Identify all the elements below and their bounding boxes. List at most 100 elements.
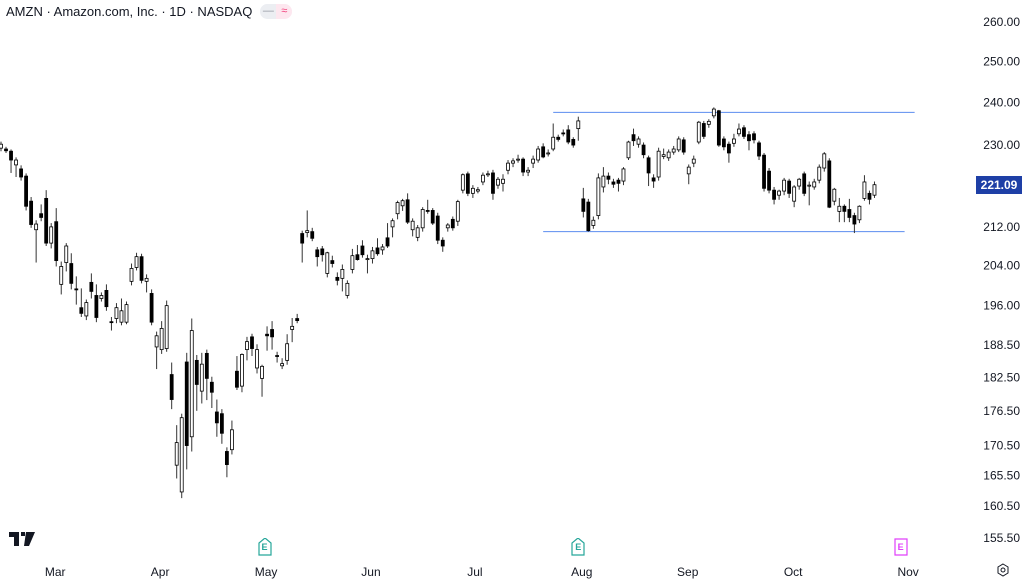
candle-body-up <box>154 335 159 348</box>
candle-body-up <box>671 148 676 153</box>
candle <box>184 352 189 470</box>
candle <box>787 178 792 198</box>
candle-body-down <box>681 139 686 153</box>
candle-body-up <box>676 138 681 151</box>
candle <box>154 331 159 370</box>
symbol-title[interactable]: AMZN · Amazon.com, Inc. · 1D · NASDAQ <box>6 4 253 19</box>
candle-body-up <box>14 159 18 166</box>
candle-body-down <box>646 157 651 174</box>
candle <box>305 210 310 238</box>
candle <box>49 223 54 249</box>
candle-body-up <box>400 200 405 207</box>
candle <box>827 158 832 209</box>
candle-body-up <box>159 328 164 351</box>
candle <box>260 364 264 397</box>
candle-body-up <box>144 277 149 282</box>
candle-body-down <box>29 200 34 225</box>
candle-body-down <box>295 318 300 322</box>
candle-body-down <box>69 263 74 284</box>
candle-body-up <box>536 148 541 161</box>
candle-body-down <box>355 254 360 261</box>
candle <box>531 155 536 169</box>
month-label-may: May <box>255 565 278 579</box>
candle-body-up <box>817 166 822 181</box>
candle <box>360 240 365 258</box>
indicator-pill[interactable]: — ≈ <box>260 4 293 19</box>
candle-body-down <box>556 136 561 140</box>
candle <box>144 274 149 293</box>
candle <box>691 155 696 168</box>
candle <box>24 173 29 211</box>
candle <box>435 212 440 245</box>
candle <box>194 354 199 411</box>
earnings-marker-icon[interactable]: E <box>893 538 908 556</box>
price-tick-label: 160.50 <box>983 499 1020 513</box>
time-axis[interactable]: Mar Apr May Jun Jul Aug Sep Oct Nov <box>45 565 919 579</box>
price-axis[interactable]: 260.00 250.00 240.00 230.00 212.00 204.00 196.… <box>983 15 1020 545</box>
candle-body-up <box>445 224 450 229</box>
candle <box>857 205 862 224</box>
candle-body-down <box>184 361 189 446</box>
candle <box>295 313 300 324</box>
candle <box>832 187 837 206</box>
candle-body-down <box>109 321 114 324</box>
candle <box>114 303 119 324</box>
candle <box>556 134 561 142</box>
candle-body-down <box>842 205 847 212</box>
candle-body-down <box>641 144 646 156</box>
candle <box>69 253 74 290</box>
candle-body-up <box>0 143 3 149</box>
candle-body-up <box>782 179 787 192</box>
candle-body-up <box>340 269 345 279</box>
candle <box>777 189 781 200</box>
candle <box>792 185 797 208</box>
candle <box>209 376 214 409</box>
candle <box>656 147 661 181</box>
candle <box>812 178 817 190</box>
candle-body-up <box>370 250 375 260</box>
pill-left[interactable]: — <box>260 4 277 19</box>
candle <box>460 173 465 194</box>
candle-body-up <box>661 154 666 157</box>
candle-body-up <box>475 189 480 192</box>
candle <box>164 300 169 352</box>
candle <box>280 358 285 370</box>
candle-body-down <box>852 215 857 225</box>
candle-body-down <box>847 209 852 218</box>
candle-body-down <box>521 158 525 173</box>
candle <box>380 244 385 255</box>
candle-body-up <box>179 417 184 493</box>
current-price-label: 221.09 <box>976 175 1022 194</box>
earnings-marker-icon[interactable]: E <box>257 537 272 556</box>
candle <box>767 168 771 194</box>
candle-body-up <box>486 173 490 176</box>
candle-body-down <box>74 288 79 291</box>
pill-right[interactable]: ≈ <box>276 4 293 19</box>
price-tick-label: 182.50 <box>983 370 1020 384</box>
month-label-nov: Nov <box>897 565 918 579</box>
candle <box>320 245 325 262</box>
candle-body-down <box>586 201 591 232</box>
candle <box>199 352 204 404</box>
candle-body-down <box>566 129 571 143</box>
candle <box>265 326 269 351</box>
candle <box>54 208 59 267</box>
candle <box>757 140 761 161</box>
candle-body-down <box>209 381 214 393</box>
candle-body-up <box>64 245 69 263</box>
candle-body-up <box>174 442 179 466</box>
candle-body-down <box>747 134 751 142</box>
candle-body-down <box>375 247 380 255</box>
candle <box>596 173 601 220</box>
earnings-marker-icon[interactable]: E <box>571 537 585 556</box>
candle <box>616 177 621 192</box>
candle-body-up <box>832 188 837 202</box>
settings-gear-icon[interactable] <box>996 563 1010 577</box>
candle-body-up <box>797 178 802 187</box>
candle-body-down <box>561 132 566 135</box>
tradingview-logo-icon[interactable] <box>9 532 35 546</box>
candle-body-up <box>837 205 842 212</box>
candle <box>636 136 641 148</box>
candle <box>445 223 450 232</box>
